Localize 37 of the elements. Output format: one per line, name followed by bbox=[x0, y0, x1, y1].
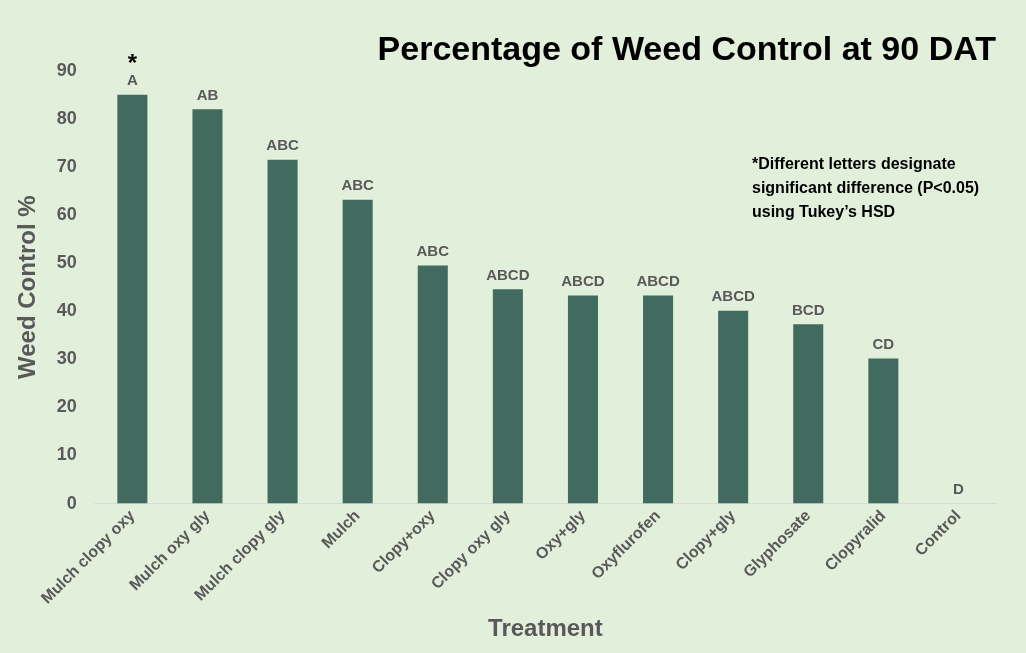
bar bbox=[793, 324, 824, 504]
bar bbox=[718, 310, 749, 504]
bar bbox=[342, 199, 373, 504]
x-axis-title: Treatment bbox=[488, 614, 603, 642]
y-tick-label: 80 bbox=[56, 107, 77, 128]
chart-title: Percentage of Weed Control at 90 DAT bbox=[377, 28, 997, 67]
y-tick-label: 40 bbox=[56, 300, 77, 321]
y-tick-label: 70 bbox=[56, 155, 77, 176]
y-tick-label: 60 bbox=[56, 204, 77, 225]
bar bbox=[643, 295, 674, 504]
bar bbox=[117, 94, 148, 504]
annotation: ABCD bbox=[561, 272, 605, 290]
y-axis-title: Weed Control % bbox=[13, 195, 41, 379]
annotation: CD bbox=[872, 335, 895, 353]
y-tick-label: 10 bbox=[56, 444, 77, 465]
y-tick-label: 0 bbox=[66, 492, 77, 513]
annotation: BCD bbox=[792, 300, 825, 318]
bar bbox=[567, 295, 598, 504]
bar bbox=[267, 159, 298, 504]
bar bbox=[868, 358, 899, 504]
annotation: ABCD bbox=[711, 287, 755, 305]
annotation: ABCD bbox=[636, 272, 680, 290]
y-tick-label: 30 bbox=[56, 348, 77, 369]
y-tick-label: 20 bbox=[56, 396, 77, 417]
bar bbox=[417, 265, 448, 504]
annotation: ABC bbox=[266, 136, 299, 154]
annotation: ABC bbox=[341, 176, 375, 194]
bar bbox=[192, 109, 223, 504]
annotation: ABCD bbox=[486, 265, 530, 283]
y-tick-label: 90 bbox=[56, 59, 77, 80]
annotation: AB bbox=[196, 85, 219, 103]
y-tick-label: 50 bbox=[56, 252, 77, 273]
annotation: D bbox=[953, 480, 965, 498]
annotation: *Different letters designate significant difference (P<0.05) using Tukey’s HSD bbox=[752, 154, 981, 222]
annotation: A bbox=[126, 71, 138, 89]
bar bbox=[492, 289, 523, 504]
annotation: ABC bbox=[416, 242, 450, 260]
